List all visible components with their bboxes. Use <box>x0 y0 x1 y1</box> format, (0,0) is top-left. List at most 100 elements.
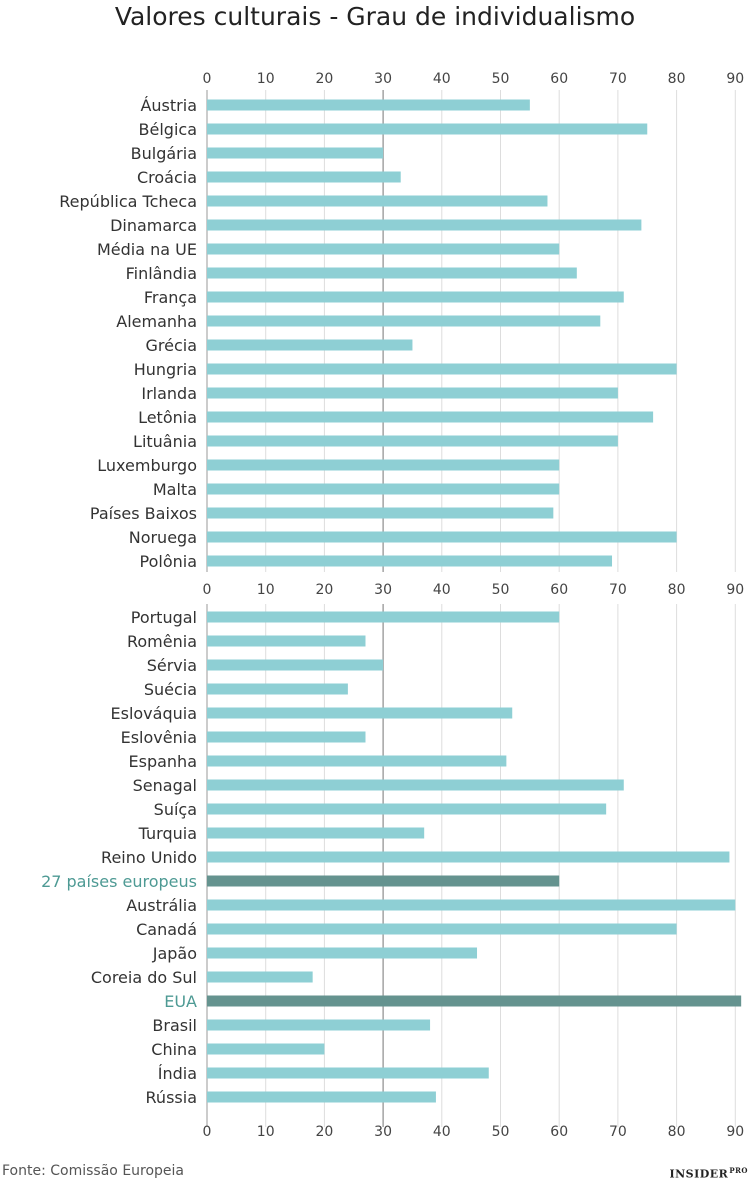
x-tick-label-bottom: 40 <box>433 582 451 598</box>
bar <box>207 659 384 671</box>
category-label: Suíça <box>154 800 197 819</box>
bar <box>207 611 560 623</box>
x-tick-label-top: 90 <box>726 71 744 87</box>
category-label: Suécia <box>144 680 197 699</box>
x-tick-label-bottom: 0 <box>203 1124 212 1140</box>
bar <box>207 1019 431 1031</box>
bar <box>207 779 624 791</box>
source-note: Fonte: Comissão Europeia <box>2 1163 185 1179</box>
category-label: Espanha <box>129 752 198 771</box>
x-tick-label-top: 40 <box>433 71 451 87</box>
category-label: Dinamarca <box>110 216 197 235</box>
category-label: Romênia <box>127 632 197 651</box>
x-tick-label-bottom: 70 <box>609 1124 627 1140</box>
category-label: China <box>151 1040 197 1059</box>
category-label: Austrália <box>126 896 197 915</box>
x-tick-label-bottom: 40 <box>433 1124 451 1140</box>
bar <box>207 875 560 887</box>
category-label: Coreia do Sul <box>91 968 197 987</box>
category-label: Malta <box>153 480 197 499</box>
x-tick-label-bottom: 80 <box>668 582 686 598</box>
category-label: Croácia <box>137 168 197 187</box>
x-tick-label-top: 80 <box>668 71 686 87</box>
bar <box>207 411 654 423</box>
bar <box>207 435 618 447</box>
category-label: Alemanha <box>116 312 197 331</box>
bar <box>207 707 513 719</box>
x-tick-label-top: 50 <box>492 71 510 87</box>
x-tick-label-top: 60 <box>550 71 568 87</box>
category-label: Japão <box>152 944 197 963</box>
bar <box>207 219 642 231</box>
category-label: Bulgária <box>131 144 197 163</box>
x-tick-label-bottom: 30 <box>374 582 392 598</box>
x-tick-label-top: 20 <box>315 71 333 87</box>
bar <box>207 507 554 519</box>
bar <box>207 683 348 695</box>
bar <box>207 803 607 815</box>
x-tick-label-bottom: 90 <box>726 1124 744 1140</box>
category-label: Canadá <box>136 920 197 939</box>
category-label: Hungria <box>134 360 197 379</box>
category-label: Sérvia <box>147 656 197 675</box>
category-label: República Tcheca <box>59 192 197 211</box>
bar <box>207 899 736 911</box>
bar <box>207 459 560 471</box>
category-label: Letônia <box>138 408 197 427</box>
bar <box>207 195 548 207</box>
bar <box>207 99 530 111</box>
bar <box>207 123 648 135</box>
bar <box>207 531 677 543</box>
category-label: Países Baixos <box>90 504 197 523</box>
x-tick-label-bottom: 50 <box>492 582 510 598</box>
bar <box>207 387 618 399</box>
bar <box>207 731 366 743</box>
category-label: Eslováquia <box>111 704 198 723</box>
x-tick-label-bottom: 70 <box>609 582 627 598</box>
x-tick-label-bottom: 30 <box>374 1124 392 1140</box>
bar <box>207 1043 325 1055</box>
x-tick-label-top: 30 <box>374 71 392 87</box>
category-label: Índia <box>158 1064 197 1083</box>
category-label: Reino Unido <box>101 848 197 867</box>
category-label: Turquia <box>138 824 197 843</box>
x-tick-label-bottom: 10 <box>257 582 275 598</box>
x-tick-label-top: 70 <box>609 71 627 87</box>
x-tick-label-bottom: 90 <box>726 582 744 598</box>
category-label: Finlândia <box>126 264 197 283</box>
category-label: Grécia <box>145 336 197 355</box>
bar <box>207 1091 436 1103</box>
bar <box>207 267 577 279</box>
bar <box>207 635 366 647</box>
bar <box>207 483 560 495</box>
bar <box>207 555 613 567</box>
x-tick-label-top: 10 <box>257 71 275 87</box>
category-label: Bélgica <box>139 120 197 139</box>
category-label: Luxemburgo <box>97 456 197 475</box>
brand-logo: INSIDERPRO <box>669 1166 748 1181</box>
bar <box>207 171 401 183</box>
category-label: Média na UE <box>97 240 197 259</box>
bar <box>207 339 413 351</box>
bar <box>207 147 384 159</box>
category-label: Portugal <box>131 608 197 627</box>
bar <box>207 995 742 1007</box>
bar <box>207 1067 489 1079</box>
category-label: Brasil <box>152 1016 197 1035</box>
category-label: Irlanda <box>141 384 197 403</box>
category-label: Noruega <box>129 528 197 547</box>
category-label: EUA <box>164 992 197 1011</box>
category-label: Polônia <box>140 552 198 571</box>
category-label: Rússia <box>146 1088 197 1107</box>
bar <box>207 923 677 935</box>
x-tick-label-bottom: 10 <box>257 1124 275 1140</box>
bar <box>207 971 313 983</box>
category-label: Lituânia <box>133 432 197 451</box>
category-label: Eslovênia <box>121 728 197 747</box>
x-tick-label-bottom: 0 <box>203 582 212 598</box>
x-tick-label-bottom: 80 <box>668 1124 686 1140</box>
bar <box>207 827 425 839</box>
bar <box>207 947 478 959</box>
bar <box>207 363 677 375</box>
